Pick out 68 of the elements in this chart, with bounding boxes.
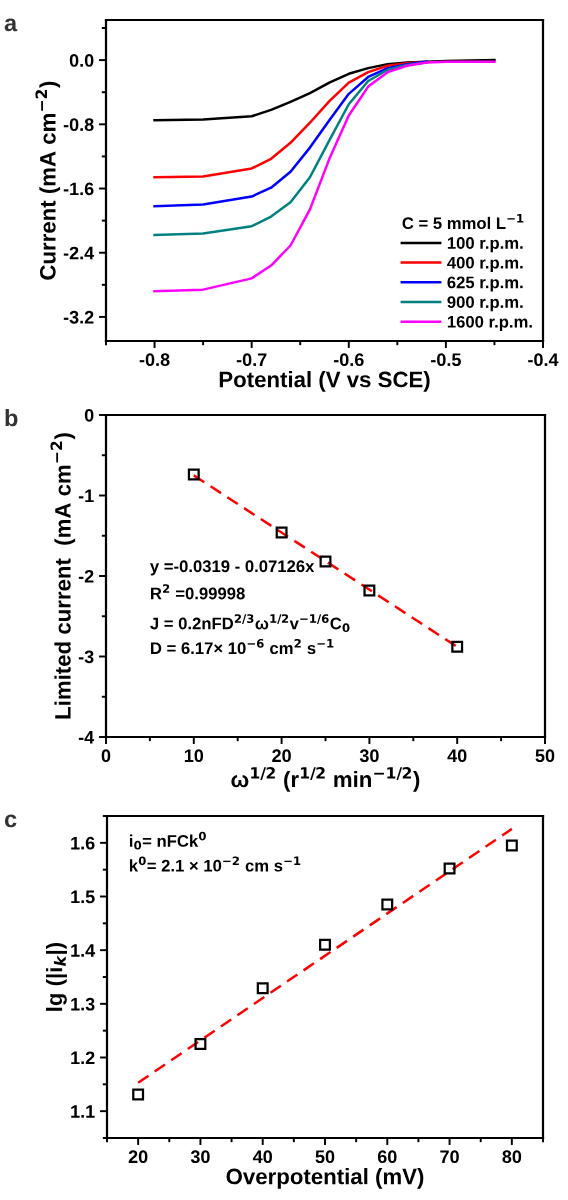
annotation: D = 6.17× 10$^{−6}$ cm$^{2}$ s$^{−1}$ (151, 638, 334, 655)
chart-title: a (4, 18, 18, 32)
line-series (153, 60, 428, 208)
point (505, 839, 518, 852)
annotation: R$^{2}$ =0.99998 (151, 584, 245, 600)
x-tick-label: 50 (535, 749, 555, 763)
x-tick-label: 0 (101, 749, 111, 763)
x-tick-label: 60 (377, 1150, 397, 1164)
x-tick-label: 30 (359, 749, 379, 763)
x-tick-label: 10 (184, 749, 204, 763)
x-tick-label: 40 (447, 749, 467, 763)
x-tick-label: 20 (128, 1150, 148, 1164)
point (256, 982, 269, 995)
y-axis-title: lg (|i$_{k}$|) (45, 942, 68, 1011)
x-tick-label: 80 (502, 1150, 522, 1164)
y-axis-title: Current (mA cm$^{−2}$) (35, 81, 61, 280)
annotation: y =-0.0319 - 0.07126x (150, 560, 315, 576)
x-tick-label: 50 (315, 1150, 335, 1164)
x-tick-label: -0.6 (333, 353, 364, 367)
y-tick-label: 1.5 (71, 890, 95, 904)
annotation: J = 0.2nFD$^{2/3}$ω$^{1/2}$v$^{−1/6}$C$_{0}$ (150, 614, 350, 633)
y-tick-label: 1.3 (71, 997, 95, 1011)
y-tick-label: 0.0 (69, 54, 94, 67)
point (381, 898, 394, 911)
legend-label: 900 r.p.m. (447, 296, 523, 312)
point (275, 526, 288, 539)
x-tick-label: -0.7 (236, 353, 267, 367)
point (319, 938, 331, 951)
y-tick-label: 1.2 (71, 1051, 95, 1065)
y-tick-label: -2.4 (63, 246, 95, 260)
x-tick-label: 20 (272, 749, 291, 763)
y-tick-label: 1.6 (71, 836, 95, 850)
y-axis-title: Limited current (mA cm$^{−2}$) (50, 433, 76, 719)
point (187, 468, 200, 481)
annotation: k$^{0}$= 2.1 × 10$^{−2}$ cm s$^{−1}$ (129, 856, 301, 872)
y-tick-label: -0.8 (63, 118, 94, 132)
chart-title: b (5, 409, 18, 427)
x-axis-title: ω$^{1/2}$ (r$^{1/2}$ min$^{−1/2}$) (231, 767, 420, 792)
point (443, 862, 456, 875)
x-tick-label: -0.8 (139, 353, 170, 367)
legend-title: C = 5 mmol L$^{−1}$ (402, 214, 524, 230)
legend-label: 625 r.p.m. (447, 276, 523, 292)
y-tick-label: 1.1 (71, 1105, 95, 1118)
chart-title: c (4, 814, 17, 828)
point (319, 555, 332, 568)
x-axis-title: Overpotential (mV) (226, 1168, 424, 1189)
x-tick-label: 70 (440, 1150, 459, 1164)
legend-label: 1600 r.p.m. (447, 315, 532, 331)
legend-label: 100 r.p.m. (447, 237, 523, 253)
x-tick-label: 40 (252, 1150, 273, 1164)
y-tick-label: -3.2 (63, 310, 94, 324)
y-tick-label: -3 (78, 650, 94, 664)
x-tick-label: -0.4 (528, 353, 559, 367)
x-tick-label: -0.5 (431, 353, 461, 367)
y-tick-label: -1.6 (63, 182, 94, 196)
point (194, 1038, 207, 1051)
y-tick-label: -2 (78, 569, 94, 583)
point (363, 584, 376, 597)
annotation: i$_{0}$= nFCk$^{0}$ (129, 831, 206, 850)
y-tick-label: 0 (84, 408, 94, 422)
x-axis-title: Potential (V vs SCE) (219, 371, 430, 392)
point (451, 640, 464, 653)
y-tick-label: -4 (78, 731, 95, 744)
legend-label: 400 r.p.m. (447, 256, 523, 272)
point (132, 1088, 145, 1101)
x-tick-label: 30 (190, 1150, 210, 1164)
y-tick-label: 1.4 (71, 944, 96, 957)
y-tick-label: -1 (78, 489, 94, 503)
